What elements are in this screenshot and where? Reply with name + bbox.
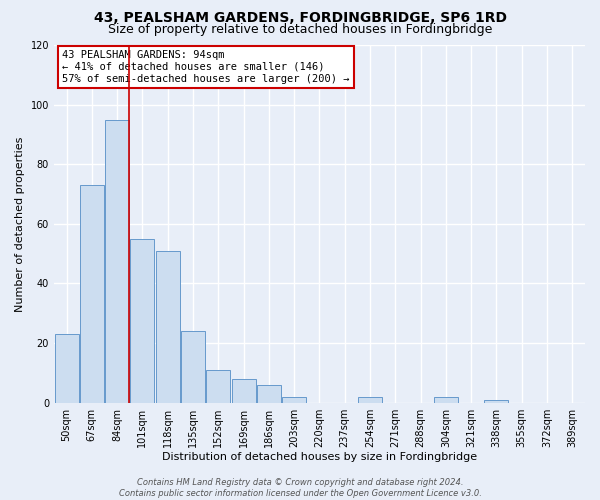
Bar <box>55 334 79 402</box>
Bar <box>156 250 180 402</box>
Bar <box>105 120 129 403</box>
Text: 43 PEALSHAM GARDENS: 94sqm
← 41% of detached houses are smaller (146)
57% of sem: 43 PEALSHAM GARDENS: 94sqm ← 41% of deta… <box>62 50 349 84</box>
Bar <box>232 379 256 402</box>
Bar <box>257 385 281 402</box>
Text: Contains HM Land Registry data © Crown copyright and database right 2024.
Contai: Contains HM Land Registry data © Crown c… <box>119 478 481 498</box>
Bar <box>206 370 230 402</box>
Bar <box>484 400 508 402</box>
Bar <box>80 185 104 402</box>
Bar <box>358 396 382 402</box>
Bar <box>282 396 306 402</box>
Bar <box>181 331 205 402</box>
X-axis label: Distribution of detached houses by size in Fordingbridge: Distribution of detached houses by size … <box>162 452 477 462</box>
Text: 43, PEALSHAM GARDENS, FORDINGBRIDGE, SP6 1RD: 43, PEALSHAM GARDENS, FORDINGBRIDGE, SP6… <box>94 11 506 25</box>
Bar <box>434 396 458 402</box>
Bar <box>130 239 154 402</box>
Y-axis label: Number of detached properties: Number of detached properties <box>15 136 25 312</box>
Text: Size of property relative to detached houses in Fordingbridge: Size of property relative to detached ho… <box>108 22 492 36</box>
